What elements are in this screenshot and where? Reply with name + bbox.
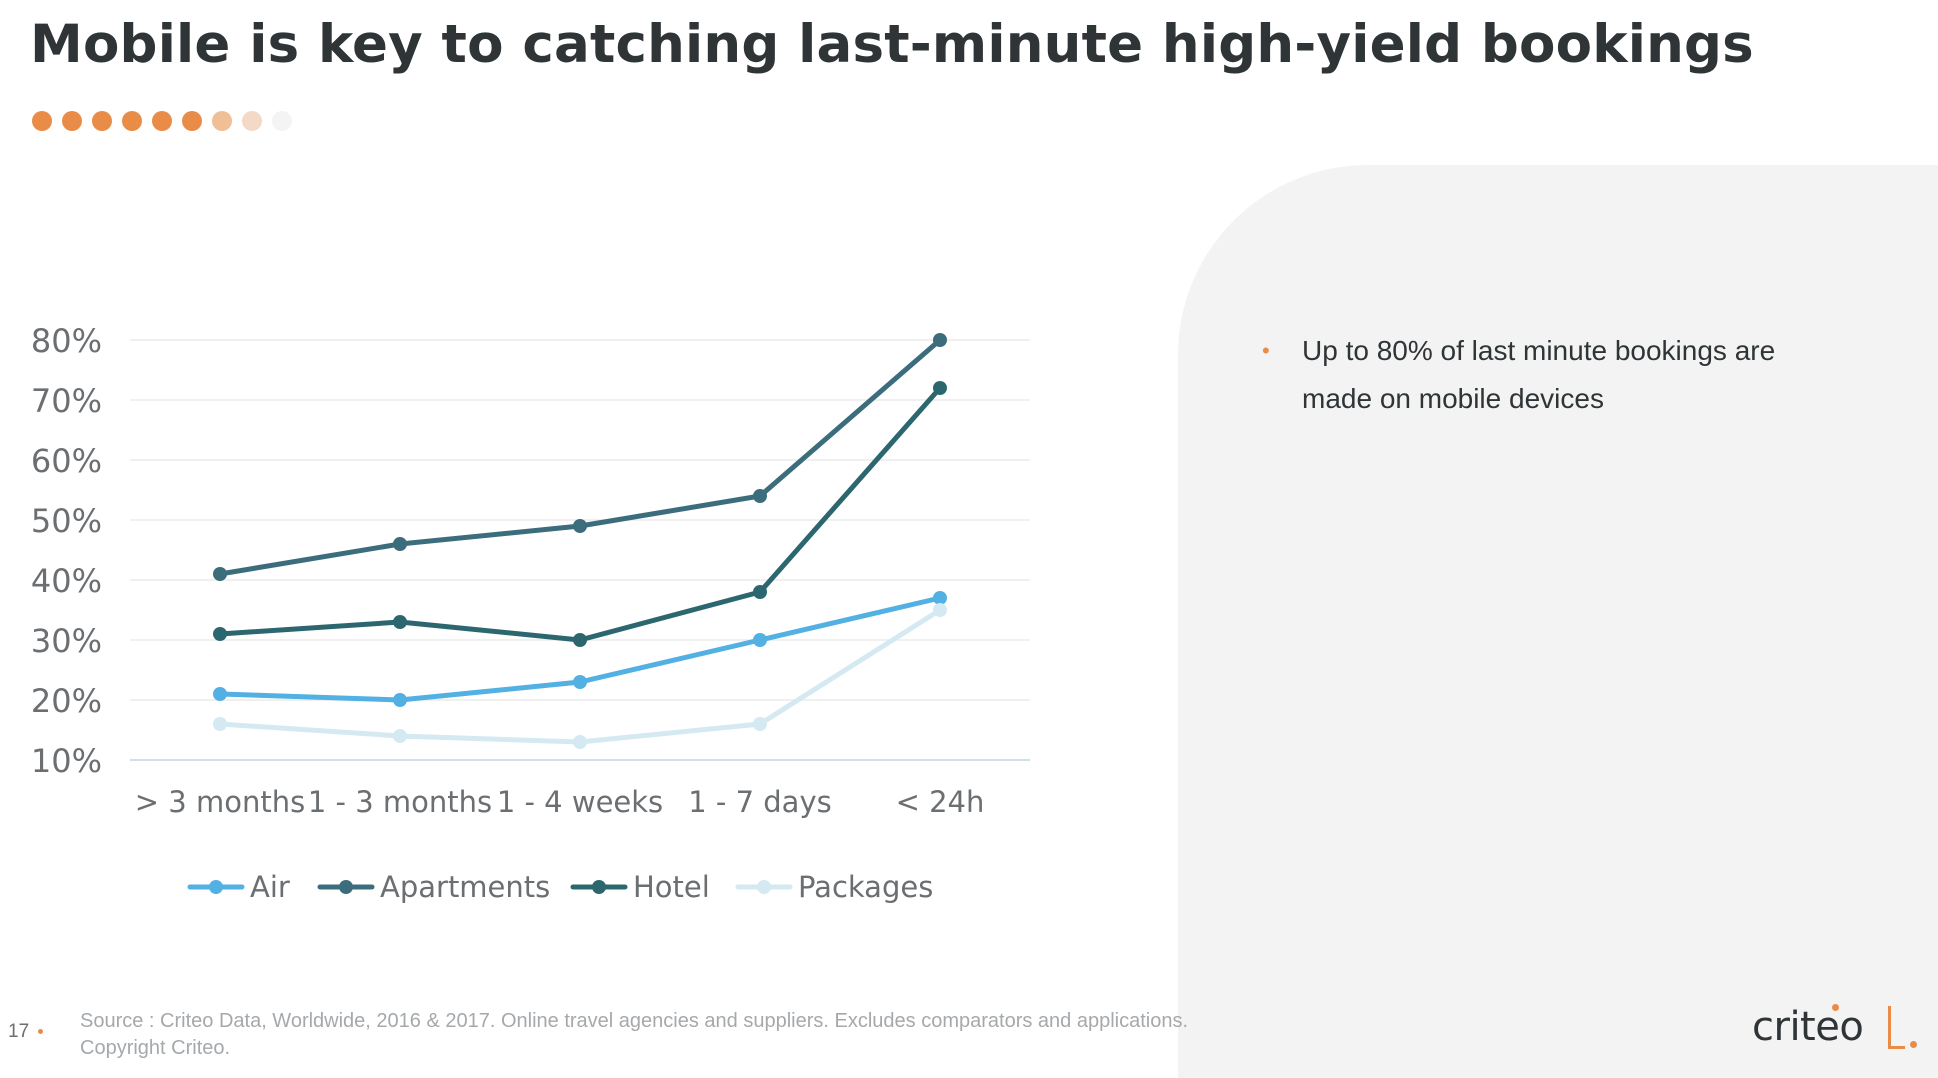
title-dot-icon: [32, 111, 52, 131]
legend-swatch-marker: [209, 880, 223, 894]
bullet-list: • Up to 80% of last minute bookings are …: [1262, 327, 1822, 423]
y-tick-label: 20%: [31, 682, 102, 720]
title-dot-icon: [242, 111, 262, 131]
page-number-dot-icon: [38, 1029, 43, 1034]
y-tick-label: 70%: [31, 382, 102, 420]
title-dot-icon: [212, 111, 232, 131]
data-point: [213, 627, 227, 641]
data-point: [573, 633, 587, 647]
x-tick-label: < 24h: [896, 785, 985, 819]
logo-bracket-icon: [1888, 1006, 1905, 1049]
legend-swatch-marker: [757, 880, 771, 894]
data-point: [573, 735, 587, 749]
data-point: [213, 687, 227, 701]
data-point: [393, 615, 407, 629]
title-dots-decoration: [32, 111, 292, 131]
source-line-1: Source : Criteo Data, Worldwide, 2016 & …: [80, 1010, 1189, 1032]
logo-i-dot-icon: [1832, 1004, 1839, 1011]
data-point: [573, 519, 587, 533]
bullet-text: Up to 80% of last minute bookings are ma…: [1302, 335, 1776, 414]
data-point: [933, 333, 947, 347]
title-dot-icon: [62, 111, 82, 131]
data-point: [753, 585, 767, 599]
logo-period-icon: [1910, 1041, 1917, 1048]
legend-label: Hotel: [633, 870, 710, 904]
series-line-apartments: [217, 337, 943, 577]
bullet-item: • Up to 80% of last minute bookings are …: [1262, 327, 1822, 423]
data-point: [393, 693, 407, 707]
legend-label: Apartments: [380, 870, 550, 904]
page-number: 17: [8, 1021, 30, 1042]
bullet-dot-icon: •: [1262, 338, 1270, 363]
y-tick-label: 30%: [31, 622, 102, 660]
data-point: [753, 717, 767, 731]
legend-label: Air: [250, 870, 290, 904]
y-tick-label: 50%: [31, 502, 102, 540]
title-dot-icon: [272, 111, 292, 131]
title-dot-icon: [152, 111, 172, 131]
title-dot-icon: [92, 111, 112, 131]
x-tick-label: 1 - 3 months: [308, 785, 492, 819]
y-tick-label: 80%: [31, 322, 102, 360]
y-tick-label: 40%: [31, 562, 102, 600]
data-point: [393, 729, 407, 743]
data-point: [933, 603, 947, 617]
x-tick-label: 1 - 7 days: [688, 785, 831, 819]
data-point: [933, 381, 947, 395]
page-title: Mobile is key to catching last-minute hi…: [30, 14, 1754, 75]
data-point: [933, 591, 947, 605]
x-tick-label: 1 - 4 weeks: [497, 785, 663, 819]
data-point: [213, 567, 227, 581]
series-line-hotel: [217, 385, 943, 643]
logo-wordmark: criteo: [1752, 1004, 1864, 1050]
y-tick-label: 60%: [31, 442, 102, 480]
line-chart: 10% 20% 30% 40% 50% 60% 70% 80% > 3 months 1 - 3 …: [31, 322, 1030, 904]
y-tick-label: 10%: [31, 742, 102, 780]
legend-swatch-marker: [339, 880, 353, 894]
title-dot-icon: [122, 111, 142, 131]
criteo-logo: criteo: [1752, 1000, 1917, 1060]
x-tick-label: > 3 months: [135, 785, 305, 819]
data-point: [573, 675, 587, 689]
legend-swatch-marker: [592, 880, 606, 894]
data-point: [213, 717, 227, 731]
data-point: [393, 537, 407, 551]
data-point: [753, 633, 767, 647]
title-dot-icon: [182, 111, 202, 131]
source-note: Source : Criteo Data, Worldwide, 2016 & …: [80, 1008, 1188, 1062]
right-panel-background: [1178, 165, 1938, 1078]
legend-label: Packages: [798, 870, 933, 904]
data-point: [753, 489, 767, 503]
source-line-2: Copyright Criteo.: [80, 1037, 231, 1059]
